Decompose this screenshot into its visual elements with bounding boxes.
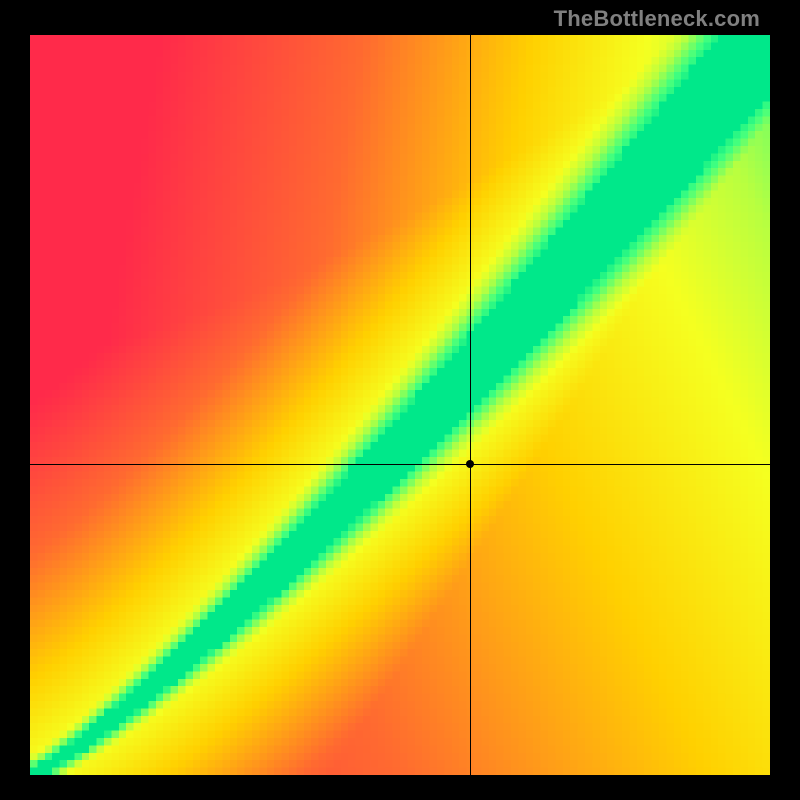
heatmap-canvas bbox=[30, 35, 770, 775]
watermark-text: TheBottleneck.com bbox=[554, 6, 760, 32]
chart-container: TheBottleneck.com bbox=[0, 0, 800, 800]
crosshair-horizontal bbox=[30, 464, 770, 465]
plot-area bbox=[30, 35, 770, 775]
crosshair-vertical bbox=[470, 35, 471, 775]
marker-point bbox=[466, 460, 474, 468]
